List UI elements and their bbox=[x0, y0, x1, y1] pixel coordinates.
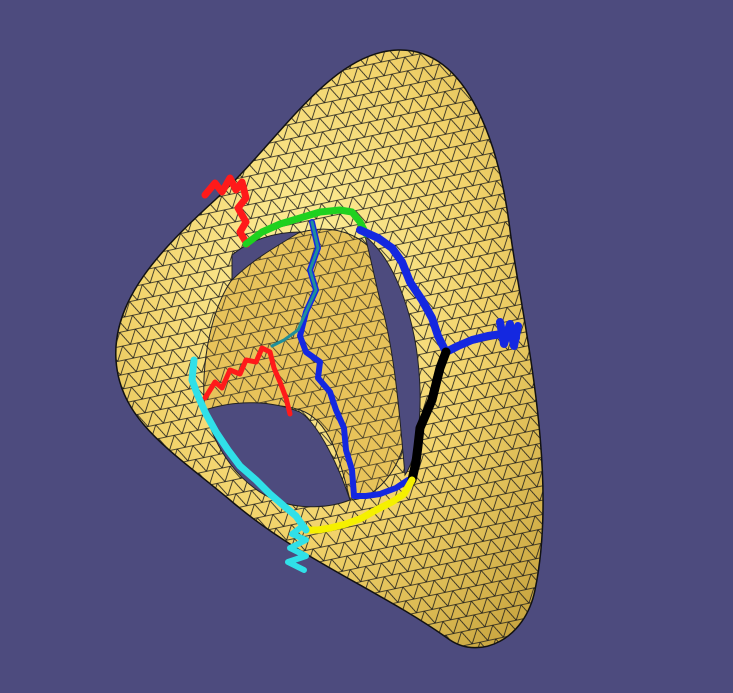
blue-stub[interactable] bbox=[496, 318, 522, 350]
green-path[interactable] bbox=[242, 206, 370, 248]
inner-handle-mesh bbox=[203, 229, 412, 500]
red-loop-outer[interactable] bbox=[201, 174, 251, 248]
hole-lower bbox=[204, 402, 351, 508]
blue-inner-teal[interactable] bbox=[270, 220, 320, 348]
path-overlay bbox=[188, 174, 522, 573]
black-path[interactable] bbox=[407, 347, 451, 485]
red-loop-inner[interactable] bbox=[202, 345, 293, 417]
blue-path-outer[interactable] bbox=[356, 226, 520, 356]
hole-right bbox=[364, 234, 421, 477]
cyan-path[interactable] bbox=[188, 356, 310, 534]
cyan-stub[interactable] bbox=[285, 525, 309, 573]
yellow-path[interactable] bbox=[302, 476, 416, 534]
